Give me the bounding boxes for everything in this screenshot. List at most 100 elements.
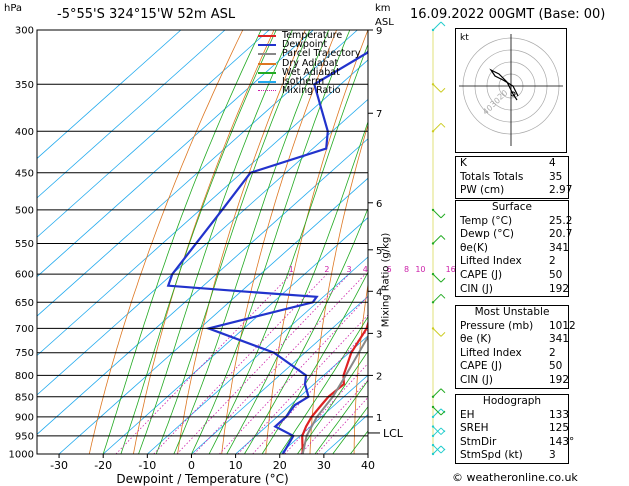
row-label: Lifted Index — [460, 255, 522, 268]
x-tick-label: -10 — [138, 459, 156, 472]
km-tick-label: 5 — [376, 246, 382, 257]
legend-label: Parcel Trajectory — [282, 48, 361, 60]
pressure-tick-label: 950 — [15, 431, 34, 442]
lcl-label: LCL — [383, 427, 404, 440]
location-title: -5°55'S 324°15'W 52m ASL — [57, 7, 236, 22]
mixing-ratio-label: 4 — [363, 265, 368, 274]
isotherm — [37, 30, 270, 238]
row-value: 192 — [549, 373, 570, 386]
legend-label: Temperature — [282, 30, 343, 41]
mixing-ratio-label: 2 — [324, 265, 329, 274]
dry-adiabat — [598, 30, 619, 454]
copyright-text: © weatheronline.co.uk — [452, 471, 578, 484]
mixing-ratio-label: 1 — [289, 265, 294, 274]
km-tick-label: 6 — [376, 199, 382, 210]
wind-barb-base — [431, 327, 435, 330]
mixing-ratio-label: 3 — [347, 265, 352, 274]
pressure-tick-label: 350 — [15, 80, 34, 91]
wind-barb — [432, 408, 442, 418]
row-value: 341 — [549, 241, 570, 254]
isotherm — [37, 30, 314, 278]
table-row: EH 133 — [456, 408, 570, 423]
pressure-tick-label: 750 — [15, 348, 34, 359]
wet-adiabat — [332, 406, 368, 454]
wind-barb-flag — [440, 235, 446, 240]
legend-swatch — [258, 81, 276, 83]
mixing-ratio-label: 6 — [387, 265, 392, 274]
isotherm — [37, 30, 182, 160]
pressure-tick-label: 700 — [15, 324, 34, 335]
table-row: θe (K) 341 — [456, 333, 570, 347]
mixing-ratio-line — [176, 273, 350, 454]
row-value: 2 — [549, 255, 556, 268]
pressure-tick-label: 500 — [15, 205, 34, 216]
storm-motion-marker — [510, 91, 516, 97]
pressure-unit-label: hPa — [4, 3, 23, 14]
row-value: 133 — [549, 408, 570, 421]
table-row: CIN (J) 192 — [456, 373, 570, 388]
legend-item: Mixing Ratio — [258, 86, 378, 95]
row-label: CIN (J) — [460, 282, 493, 295]
wind-barb-flag — [440, 388, 446, 394]
row-value: 192 — [549, 282, 570, 295]
legend-label: Wet Adiabat — [282, 66, 340, 78]
wind-barb-flag — [440, 277, 446, 283]
mixing-ratio-line — [193, 273, 366, 454]
mixing-ratio-axis-label: Mixing Ratio (g/kg) — [380, 232, 392, 328]
table-row: StmSpd (kt) 3 — [456, 449, 568, 463]
table-row: CIN (J) 192 — [456, 282, 570, 297]
mixing-ratio-line — [153, 273, 328, 454]
wind-barb — [432, 406, 442, 416]
legend-item: Dry Adiabat — [258, 58, 378, 68]
wind-barb — [432, 209, 442, 219]
table-row: Totals Totals 35 — [456, 171, 568, 185]
row-value: 341 — [549, 333, 570, 346]
most-unstable-table: Most Unstable Pressure (mb) 1012 θe (K) 341… — [455, 305, 576, 389]
wind-barb — [432, 328, 442, 337]
plot-frame — [36, 29, 369, 455]
row-label: CIN (J) — [460, 373, 493, 386]
x-axis-label: Dewpoint / Temperature (°C) — [116, 472, 288, 486]
isotherm — [37, 30, 358, 317]
isotherm — [37, 138, 368, 435]
most-unstable-title: Most Unstable — [474, 306, 550, 318]
row-value: 50 — [549, 268, 563, 281]
isotherm — [235, 335, 368, 454]
mixing-ratio-label: 10 — [415, 265, 425, 274]
km-tick-label: 2 — [376, 371, 382, 382]
hodograph-table: Hodograph EH 133 SREH 125 StmDir 143° StmSpd (… — [455, 394, 574, 464]
row-label: StmSpd (kt) — [460, 449, 523, 462]
legend-label: Isotherm — [282, 76, 325, 87]
asl-unit-label: ASL — [375, 17, 394, 28]
wind-barb — [432, 388, 442, 398]
mixing-ratio-line — [219, 295, 368, 454]
row-value: 125 — [549, 422, 570, 435]
x-tick-label: 40 — [361, 459, 375, 472]
wind-barb-base — [431, 415, 435, 419]
km-unit-label: km — [375, 3, 391, 14]
legend-swatch — [258, 71, 276, 74]
wind-barb-base — [431, 242, 435, 245]
wind-barb — [432, 273, 442, 283]
wind-barb-base — [431, 434, 435, 438]
wind-barb-flag — [440, 293, 446, 299]
row-value: 25.2 — [549, 214, 573, 227]
x-tick-label: 10 — [229, 459, 243, 472]
pressure-tick-label: 800 — [15, 371, 34, 382]
isotherm — [191, 295, 368, 454]
pressure-tick-label: 900 — [15, 412, 34, 423]
table-row: Dewp (°C) 20.7 — [456, 228, 572, 242]
wet-adiabat — [279, 315, 368, 454]
wind-barb — [432, 122, 442, 132]
wind-barb-base — [431, 272, 435, 276]
table-row: Pressure (mb) 1012 — [456, 320, 576, 334]
row-label: SREH — [460, 422, 489, 435]
wind-barb-base — [431, 395, 435, 398]
row-value: 35 — [549, 170, 563, 183]
legend-item: Temperature — [258, 31, 378, 40]
table-row: CAPE (J) 50 — [456, 360, 568, 374]
surface-table: Surface Temp (°C) 25.2 Dewp (°C) 20.7 θe(K) 3… — [455, 200, 573, 298]
